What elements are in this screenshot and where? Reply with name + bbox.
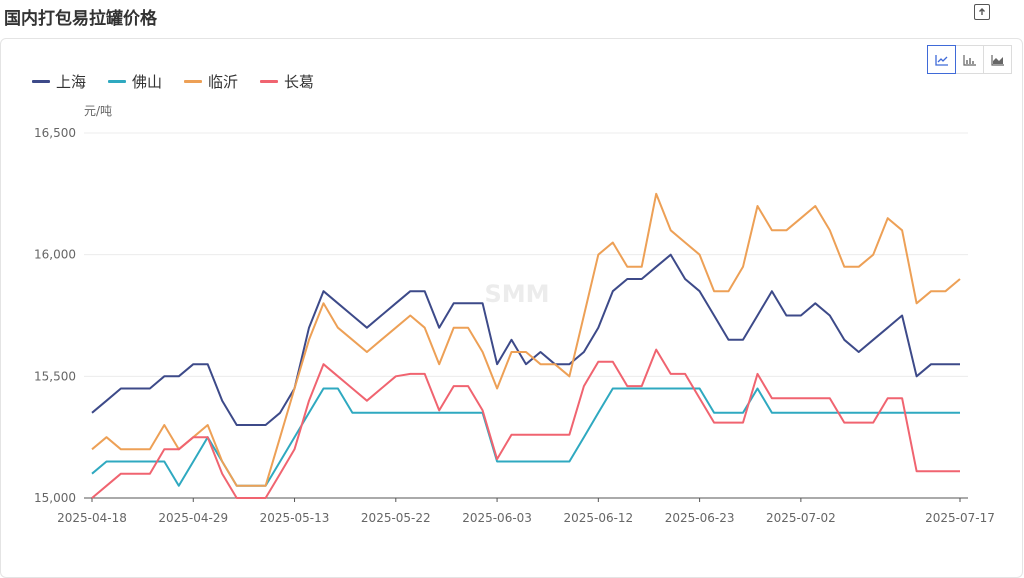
- y-tick-label: 15,500: [34, 369, 76, 383]
- legend-label: 佛山: [132, 73, 163, 91]
- area-chart-button[interactable]: [983, 45, 1012, 74]
- line-chart-icon: [934, 54, 948, 66]
- series-line-临沂[interactable]: [91, 192, 961, 487]
- y-tick-label: 16,000: [34, 248, 76, 262]
- series-line-长葛[interactable]: [91, 348, 960, 499]
- legend-item[interactable]: 临沂: [184, 71, 238, 92]
- legend-swatch: [184, 80, 203, 83]
- y-tick-label: 16,500: [34, 126, 76, 140]
- x-tick-label: 2025-06-12: [563, 511, 633, 525]
- chart-legend: 上海 佛山 临沂 长葛: [32, 71, 336, 92]
- area-chart-icon: [990, 54, 1004, 66]
- x-tick-label: 2025-07-17: [925, 511, 995, 525]
- x-tick-label: 2025-05-22: [361, 511, 431, 525]
- watermark-text: SMM: [484, 280, 549, 308]
- legend-item[interactable]: 长葛: [260, 71, 314, 92]
- chart-card: [0, 38, 1023, 578]
- legend-label: 长葛: [284, 73, 315, 91]
- legend-label: 上海: [56, 73, 87, 91]
- export-button[interactable]: [974, 4, 990, 20]
- legend-swatch: [260, 80, 279, 83]
- legend-swatch: [108, 80, 127, 83]
- legend-swatch: [32, 80, 50, 83]
- x-tick-label: 2025-05-13: [260, 511, 330, 525]
- x-tick-label: 2025-04-29: [158, 511, 228, 525]
- export-icon: [979, 8, 985, 15]
- x-tick-label: 2025-06-03: [462, 511, 532, 525]
- x-tick-label: 2025-07-02: [766, 511, 836, 525]
- x-tick-label: 2025-04-18: [57, 511, 127, 525]
- series-line-上海[interactable]: [91, 253, 960, 426]
- legend-item[interactable]: 上海: [32, 71, 86, 92]
- x-tick-label: 2025-06-23: [665, 511, 735, 525]
- chart-type-switch: [927, 45, 1012, 75]
- legend-item[interactable]: 佛山: [108, 71, 162, 92]
- bar-chart-button[interactable]: [955, 45, 984, 74]
- legend-label: 临沂: [208, 73, 239, 91]
- bar-chart-icon: [962, 54, 976, 66]
- y-axis-unit: 元/吨: [84, 104, 112, 118]
- page-title: 国内打包易拉罐价格: [4, 9, 157, 29]
- y-tick-label: 15,000: [34, 491, 76, 505]
- line-chart-button[interactable]: [927, 45, 956, 74]
